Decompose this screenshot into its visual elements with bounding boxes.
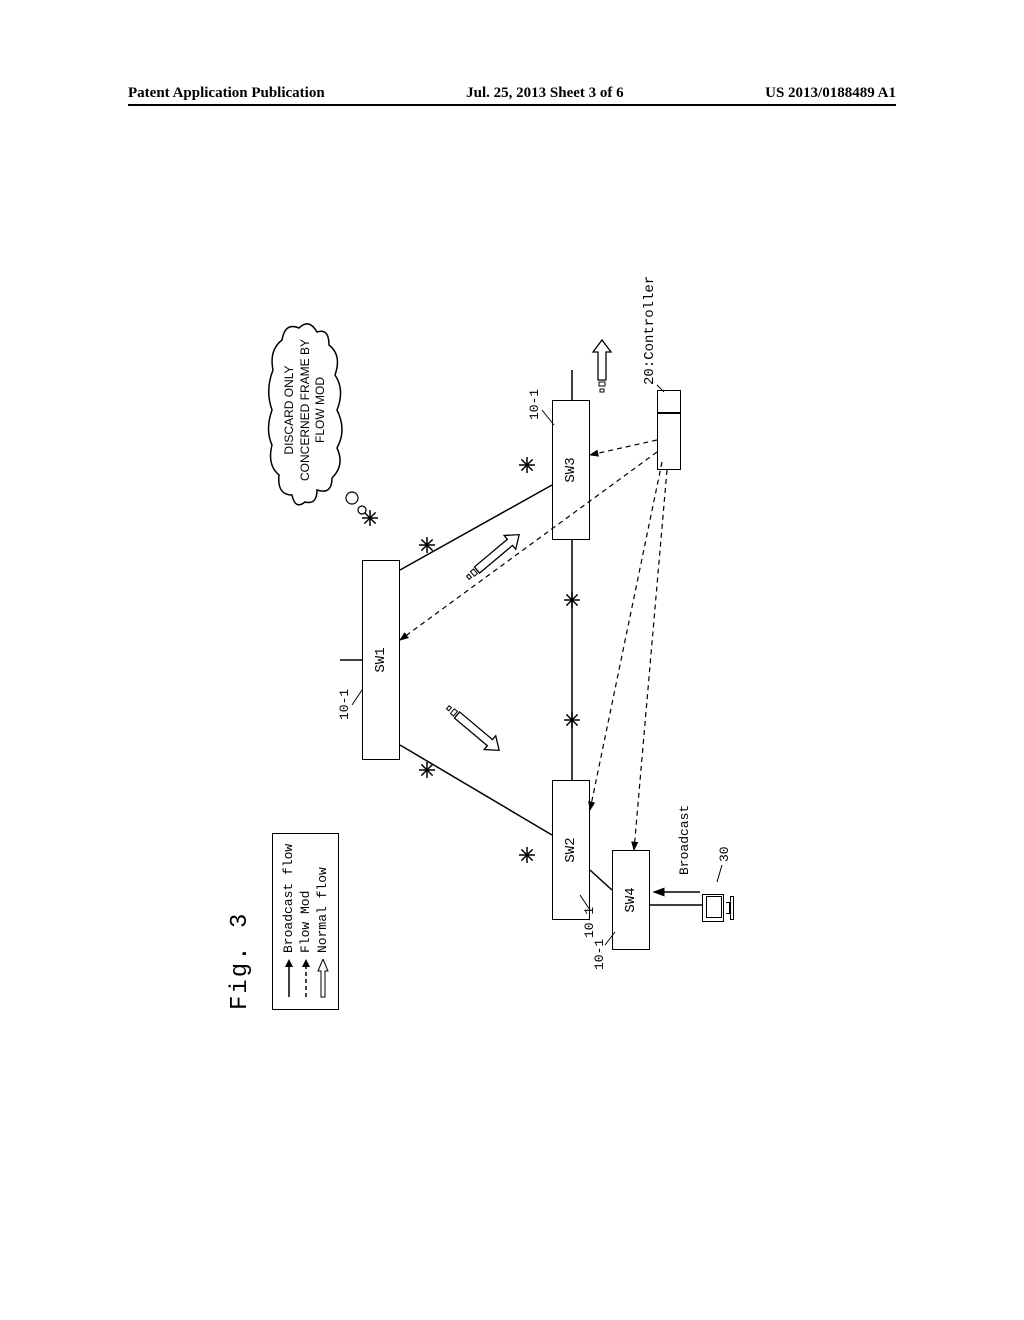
ref-10-1-sw3: 10-1 — [527, 389, 542, 420]
ref-30: 30 — [717, 846, 732, 862]
header-left: Patent Application Publication — [128, 85, 325, 102]
broadcast-label: Broadcast — [677, 805, 692, 875]
header-center: Jul. 25, 2013 Sheet 3 of 6 — [466, 85, 624, 102]
legend-label: Broadcast flow — [281, 844, 296, 953]
switch-sw4: SW4 — [612, 850, 650, 950]
cloud-text: DISCARD ONLY CONCERNED FRAME BY FLOW MOD — [282, 330, 329, 490]
controller-box — [657, 390, 681, 470]
page: Patent Application Publication Jul. 25, … — [128, 85, 896, 1235]
figure-3: Fig. 3 Broadcast flow Flow Mod Normal fl… — [262, 310, 762, 1010]
switch-sw3: SW3 — [552, 400, 590, 540]
page-header: Patent Application Publication Jul. 25, … — [128, 85, 896, 106]
hollow-arrow-icon — [317, 959, 329, 999]
legend-label: Normal flow — [315, 867, 330, 953]
legend-row: Normal flow — [315, 844, 330, 999]
switch-sw1: SW1 — [362, 560, 400, 760]
dashed-arrow-icon — [300, 959, 312, 999]
ref-10-1-sw1: 10-1 — [337, 689, 352, 720]
legend-row: Flow Mod — [298, 844, 313, 999]
controller-label: 20:Controller — [642, 276, 658, 385]
switch-sw2: SW2 — [552, 780, 590, 920]
legend: Broadcast flow Flow Mod Normal flow — [272, 833, 339, 1010]
ref-10-1-sw4: 10-1 — [592, 939, 607, 970]
solid-arrow-icon — [283, 959, 295, 999]
terminal-icon — [702, 886, 738, 922]
header-right: US 2013/0188489 A1 — [765, 85, 896, 102]
legend-row: Broadcast flow — [281, 844, 296, 999]
figure-label: Fig. 3 — [227, 912, 254, 1010]
ref-10-1-sw2: 10-1 — [582, 907, 597, 938]
legend-label: Flow Mod — [298, 891, 313, 953]
